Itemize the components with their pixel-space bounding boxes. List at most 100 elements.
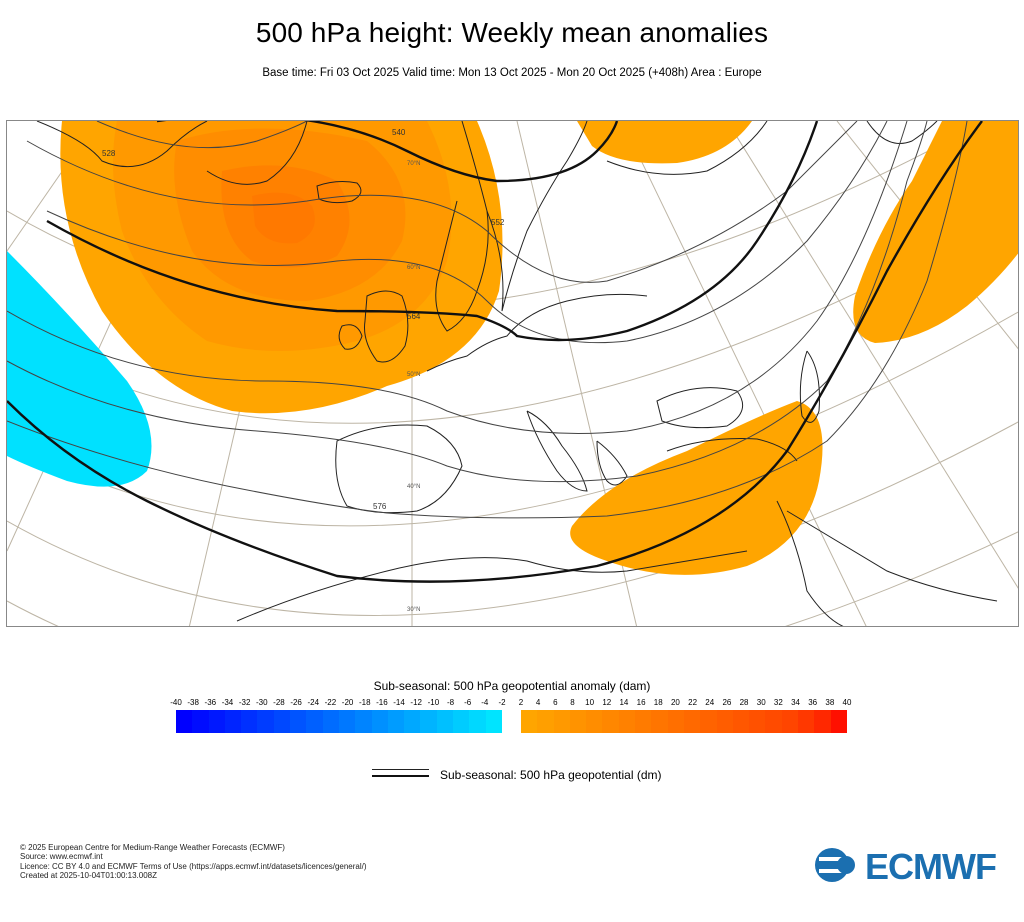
colorbar-tick-label: -4 bbox=[481, 698, 489, 707]
colorbar-swatch bbox=[192, 710, 209, 733]
anomaly-positive-mediterranean bbox=[570, 401, 823, 575]
colorbar-swatch bbox=[306, 710, 323, 733]
colorbar-swatch bbox=[537, 710, 554, 733]
colorbar-swatch bbox=[273, 710, 291, 733]
contour-label: 576 bbox=[373, 502, 387, 511]
chart-title: 500 hPa height: Weekly mean anomalies bbox=[255, 17, 769, 48]
lat-label: 50°N bbox=[407, 372, 420, 378]
colorbar-tick-label: 34 bbox=[791, 698, 800, 707]
latitude-labels: 70°N 60°N 50°N 40°N 30°N bbox=[407, 161, 420, 613]
contour-label: 564 bbox=[407, 312, 421, 321]
colorbar-swatch bbox=[765, 710, 782, 733]
colorbar-swatch bbox=[322, 710, 339, 733]
ecmwf-logo: ECMWF bbox=[813, 846, 1013, 887]
colorbar-swatch bbox=[732, 710, 750, 733]
lat-label: 40°N bbox=[407, 484, 420, 490]
colorbar-tick-label: 24 bbox=[705, 698, 715, 707]
colorbar-tick-label: 38 bbox=[825, 698, 835, 707]
colorbar-tick-label: -20 bbox=[341, 698, 354, 707]
map-svg: 528 540 552 564 576 70°N 60°N 50°N 40°N … bbox=[7, 121, 1018, 626]
colorbar-tick-label: 2 bbox=[518, 698, 524, 707]
colorbar-tick-label: 30 bbox=[756, 698, 766, 707]
anomaly-positive-atlantic bbox=[60, 121, 503, 414]
colorbar-tick-label: 16 bbox=[636, 698, 646, 707]
ecmwf-logo-text: ECMWF bbox=[865, 846, 997, 887]
geopotential-contours-thick bbox=[7, 121, 983, 583]
colorbar-tick-label: -36 bbox=[204, 698, 217, 707]
colorbar-negative-ticks: -40 -38 -36 -34 -32 -30 -28 -26 -24 -22 -20 -18 -16-… bbox=[170, 698, 506, 708]
colorbar-swatch bbox=[618, 710, 636, 733]
colorbar-tick-label: -12 bbox=[410, 698, 422, 707]
colorbar-tick-label: 28 bbox=[739, 698, 749, 707]
anomaly-positive-north bbox=[577, 121, 752, 164]
colorbar-swatch bbox=[224, 710, 242, 733]
contour-label: 552 bbox=[491, 218, 505, 227]
colorbar-tick-label: 26 bbox=[722, 698, 732, 707]
colorbar-tick-label: 10 bbox=[585, 698, 595, 707]
colorbar-tick-label: -26 bbox=[290, 698, 302, 707]
colorbar-swatch bbox=[716, 710, 733, 733]
colorbar-tick-label: -18 bbox=[358, 698, 371, 707]
colorbar-swatch bbox=[404, 710, 421, 733]
colorbar-tick-label: -10 bbox=[427, 698, 440, 707]
colorbar-tick-label: 22 bbox=[688, 698, 698, 707]
coastlines bbox=[36, 121, 998, 626]
contour-label: 540 bbox=[392, 128, 406, 137]
colorbar-swatch bbox=[257, 710, 274, 733]
colorbar-swatch bbox=[338, 710, 356, 733]
colorbar-swatch bbox=[453, 710, 470, 733]
colorbar-swatch bbox=[569, 710, 587, 733]
colorbar-swatch bbox=[420, 710, 437, 733]
colorbar-swatch bbox=[208, 710, 225, 733]
contour-legend-swatch bbox=[372, 769, 429, 778]
colorbar-swatch bbox=[602, 710, 619, 733]
colorbar-swatch bbox=[798, 710, 815, 733]
map-panel: 528 540 552 564 576 70°N 60°N 50°N 40°N … bbox=[6, 120, 1019, 627]
colorbar-tick-label: 4 bbox=[535, 698, 541, 707]
colorbar-tick-label: -28 bbox=[273, 698, 285, 707]
colorbar-tick-label: 32 bbox=[773, 698, 783, 707]
colorbar-swatch bbox=[469, 710, 486, 733]
colorbar-swatch bbox=[781, 710, 799, 733]
colorbar-tick-label: -2 bbox=[498, 698, 506, 707]
colorbar-swatch bbox=[814, 710, 831, 733]
colorbar-swatch bbox=[700, 710, 717, 733]
lat-label: 70°N bbox=[407, 161, 420, 167]
contour-label: 528 bbox=[102, 149, 116, 158]
colorbar-swatch bbox=[586, 710, 603, 733]
colorbar-tick-label: -24 bbox=[307, 698, 320, 707]
contour-labels: 528 540 552 564 576 bbox=[102, 128, 505, 511]
colorbar-positive-ticks: 2 4 6 8 10 12 14 16 18 20 22 24 26 28 30 32 34 36 38 40 bbox=[518, 698, 852, 708]
colorbar-tick-label: -8 bbox=[446, 698, 455, 707]
colorbar-swatch bbox=[371, 710, 388, 733]
colorbar-tick-label: -22 bbox=[324, 698, 337, 707]
colorbar-swatch bbox=[176, 710, 193, 733]
colorbar-swatch bbox=[521, 710, 538, 733]
colorbar-swatch bbox=[667, 710, 684, 733]
colorbar-tick-label: 40 bbox=[842, 698, 852, 707]
colorbar-swatch bbox=[830, 710, 847, 733]
colorbar-tick-label: 12 bbox=[602, 698, 612, 707]
colorbar-swatch bbox=[749, 710, 766, 733]
colorbar-tick-label: -32 bbox=[238, 698, 251, 707]
colorbar-negative bbox=[176, 710, 502, 733]
footer-credits: © 2025 European Centre for Medium-Range … bbox=[20, 843, 367, 880]
colorbar-tick-label: 8 bbox=[570, 698, 575, 707]
footer-copyright: © 2025 European Centre for Medium-Range … bbox=[20, 843, 285, 852]
colorbar-tick-label: -40 bbox=[170, 698, 182, 707]
colorbar-tick-label: 36 bbox=[808, 698, 818, 707]
colorbar-tick-label: -38 bbox=[187, 698, 199, 707]
ecmwf-logo-icon bbox=[815, 848, 859, 882]
colorbar-tick-label: -34 bbox=[221, 698, 234, 707]
colorbar-swatch bbox=[241, 710, 258, 733]
contour-legend-label: Sub-seasonal: 500 hPa geopotential (dm) bbox=[440, 768, 662, 782]
chart-subtitle: Base time: Fri 03 Oct 2025 Valid time: M… bbox=[262, 67, 762, 79]
colorbar-tick-label: -6 bbox=[464, 698, 472, 707]
colorbar-swatch bbox=[355, 710, 372, 733]
colorbar-tick-label: -30 bbox=[256, 698, 268, 707]
anomaly-positive-east bbox=[853, 121, 1018, 343]
footer-created: Created at 2025-10-04T01:00:13.008Z bbox=[20, 870, 157, 880]
colorbar-swatch bbox=[436, 710, 454, 733]
colorbar-positive bbox=[521, 710, 847, 733]
colorbar-tick-label: 14 bbox=[619, 698, 629, 707]
